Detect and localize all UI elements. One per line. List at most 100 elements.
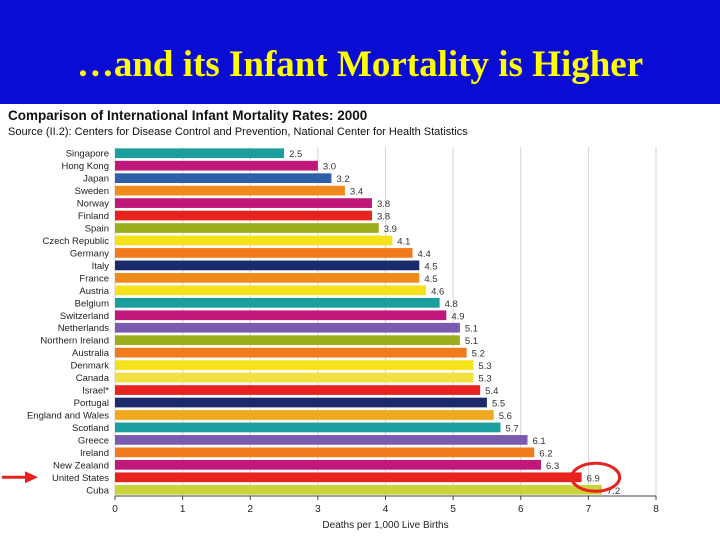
bar [115, 235, 393, 246]
x-tick-label: 4 [383, 504, 389, 515]
category-label: Ireland [80, 448, 109, 459]
x-tick-label: 8 [653, 504, 659, 515]
bar [115, 173, 332, 184]
bar [115, 385, 481, 395]
value-label: 4.5 [424, 261, 437, 272]
bar [115, 459, 542, 470]
value-label: 5.4 [485, 386, 498, 397]
value-label: 3.9 [384, 224, 397, 235]
category-label: Italy [92, 261, 110, 272]
category-label: Hong Kong [61, 161, 109, 172]
category-label: France [79, 273, 109, 284]
value-label: 6.3 [546, 461, 559, 472]
value-label: 4.8 [445, 299, 458, 310]
category-label: New Zealand [53, 460, 109, 471]
bar [115, 260, 420, 271]
bar [115, 472, 582, 483]
value-label: 6.9 [587, 473, 600, 484]
value-label: 5.2 [472, 349, 485, 360]
value-label: 5.3 [478, 361, 491, 372]
category-label: Japan [83, 174, 109, 185]
category-label: Israel* [82, 386, 109, 397]
slide-title: …and its Infant Mortality is Higher [76, 44, 644, 85]
category-label: Switzerland [60, 311, 109, 322]
category-label: Austria [79, 286, 109, 297]
x-tick-label: 7 [586, 504, 592, 515]
category-label: Sweden [75, 186, 109, 197]
category-label: Germany [70, 248, 109, 259]
bar [115, 148, 285, 159]
value-label: 2.5 [289, 149, 302, 160]
chart-title: Comparison of International Infant Morta… [8, 108, 368, 123]
bar [115, 484, 602, 495]
bar [115, 285, 427, 296]
category-label: Norway [77, 199, 109, 210]
value-label: 6.2 [539, 448, 552, 459]
category-label: Cuba [86, 485, 109, 496]
value-label: 5.1 [465, 336, 478, 347]
value-label: 6.1 [533, 436, 546, 447]
category-label: Northern Ireland [40, 336, 109, 347]
category-label: United States [52, 473, 109, 484]
bar [115, 210, 372, 221]
category-label: Australia [72, 348, 110, 359]
category-label: Greece [78, 435, 109, 446]
bar [115, 360, 474, 370]
value-label: 3.4 [350, 187, 363, 198]
value-label: 7.2 [607, 486, 620, 497]
category-label: Portugal [74, 398, 109, 409]
bar [115, 422, 501, 433]
category-label: Finland [78, 211, 109, 222]
category-label: Spain [85, 224, 109, 235]
value-label: 3.2 [336, 174, 349, 185]
bar [115, 347, 467, 358]
bar [115, 410, 494, 420]
bar [115, 273, 420, 283]
category-label: England and Wales [27, 410, 109, 421]
value-label: 5.5 [492, 399, 505, 410]
value-label: 3.8 [377, 199, 390, 210]
highlight-arrow-head [25, 471, 38, 484]
category-label: Singapore [66, 149, 109, 160]
value-label: 4.1 [397, 236, 410, 247]
category-label: Scotland [72, 423, 109, 434]
category-label: Czech Republic [42, 236, 109, 247]
value-label: 4.5 [424, 274, 437, 285]
x-tick-label: 3 [315, 504, 321, 515]
value-label: 5.6 [499, 411, 512, 422]
value-label: 5.1 [465, 324, 478, 335]
x-tick-label: 2 [247, 504, 253, 515]
bar [115, 185, 345, 196]
bar [115, 198, 372, 208]
bar [115, 397, 487, 408]
category-label: Netherlands [58, 323, 109, 334]
value-label: 5.3 [478, 374, 491, 385]
value-label: 3.0 [323, 162, 336, 173]
x-tick-label: 6 [518, 504, 524, 515]
chart-subtitle: Source (II.2): Centers for Disease Contr… [8, 126, 468, 138]
bar [115, 248, 413, 258]
category-label: Belgium [75, 298, 109, 309]
bar [115, 372, 474, 383]
bar [115, 223, 379, 233]
bar [115, 435, 528, 445]
value-label: 3.8 [377, 212, 390, 223]
value-label: 5.7 [505, 423, 518, 434]
value-label: 4.9 [451, 311, 464, 322]
category-label: Canada [76, 373, 110, 384]
bar [115, 310, 447, 321]
x-tick-label: 5 [450, 504, 456, 515]
category-label: Denmark [70, 361, 109, 372]
bar [115, 160, 318, 171]
value-label: 4.4 [418, 249, 431, 260]
bar [115, 447, 535, 458]
bar [115, 322, 460, 333]
x-axis-label: Deaths per 1,000 Live Births [322, 520, 448, 531]
value-label: 4.6 [431, 286, 444, 297]
highlight-circle [570, 461, 622, 493]
bar [115, 297, 440, 308]
x-tick-label: 0 [112, 504, 118, 515]
bar [115, 335, 460, 346]
slide-header [0, 0, 720, 104]
